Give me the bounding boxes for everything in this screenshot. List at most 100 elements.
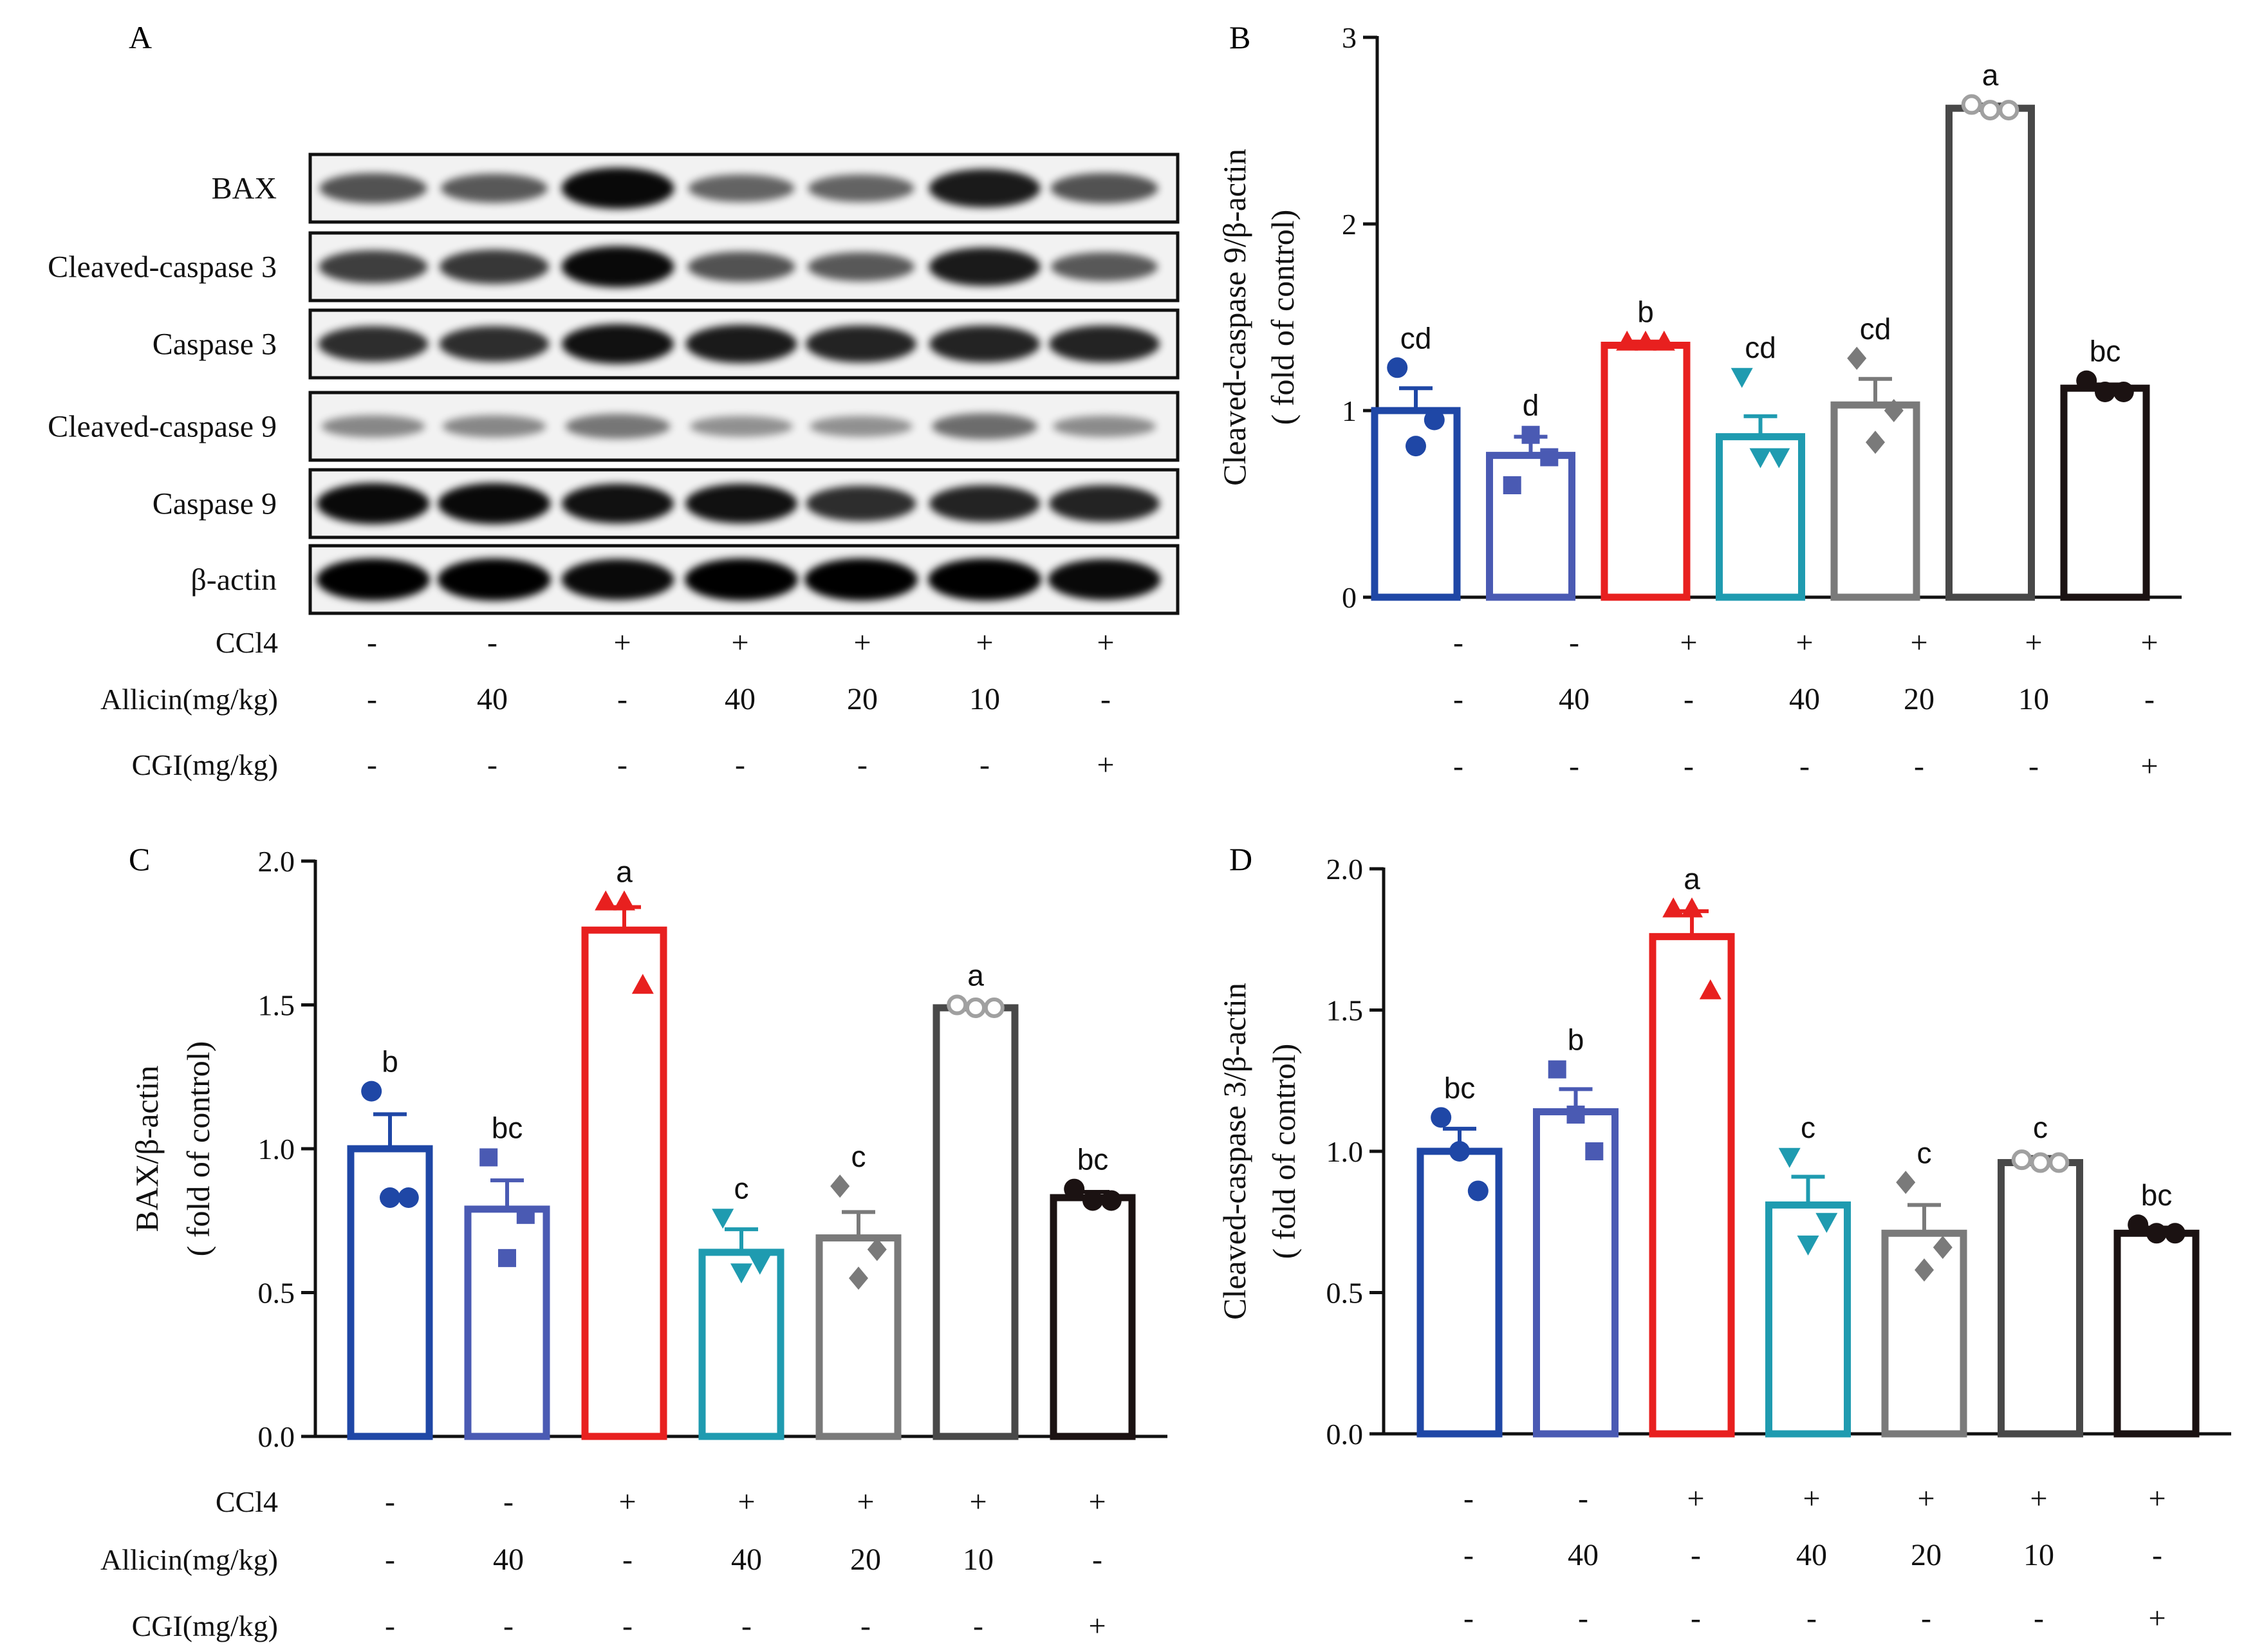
condition-cell: -	[367, 626, 377, 660]
blot-band	[810, 416, 913, 437]
panel-letter-c: C	[129, 841, 150, 877]
data-point	[1662, 897, 1685, 918]
y-axis-label-unit: ( fold of control)	[1265, 210, 1301, 425]
blot-band-label: Caspase 9	[153, 487, 277, 521]
condition-cell: 20	[1904, 682, 1935, 716]
blot-band	[806, 485, 916, 522]
condition-cell: -	[741, 1609, 752, 1643]
condition-cell: +	[976, 626, 993, 660]
condition-cell: -	[367, 682, 377, 716]
condition-cell: -	[979, 748, 990, 782]
data-point	[830, 1174, 850, 1198]
panel-letter-b: B	[1229, 19, 1250, 55]
condition-table-c: CCl4 - - + + + + + Allicin(mg/kg) - 40 - 40 20 10 - CGI(…	[100, 1485, 1106, 1643]
data-point	[1082, 1190, 1103, 1211]
data-point	[631, 974, 654, 994]
data-point	[867, 1238, 887, 1261]
y-tick-label: 3	[1342, 21, 1357, 54]
blot-band	[685, 483, 797, 524]
significance-letter: bc	[2090, 335, 2121, 368]
condition-cell: +	[2140, 626, 2158, 660]
condition-cell: +	[1088, 1485, 1106, 1519]
blot-band	[440, 249, 549, 284]
data-point	[1731, 367, 1753, 388]
y-tick-label: 0.5	[258, 1277, 295, 1310]
condition-cell: -	[2028, 749, 2039, 783]
y-tick-label: 2	[1342, 208, 1357, 241]
blot-band	[1049, 325, 1160, 363]
data-point	[2113, 382, 2134, 402]
blot-band	[1050, 172, 1158, 204]
condition-row-label: Allicin(mg/kg)	[100, 683, 278, 716]
y-tick-label: 0.5	[1326, 1277, 1364, 1310]
data-point	[1467, 1180, 1489, 1202]
condition-cell: -	[860, 1609, 871, 1643]
blot-band	[561, 559, 674, 600]
significance-letter: bc	[1444, 1071, 1476, 1104]
condition-cell: -	[2034, 1601, 2044, 1635]
blot-band	[1049, 485, 1160, 523]
blot-band	[438, 483, 551, 524]
condition-row-label: CCl4	[216, 1485, 278, 1518]
condition-cell: -	[857, 748, 868, 782]
significance-letter: bc	[2141, 1178, 2173, 1212]
data-point	[1749, 448, 1772, 469]
condition-cell: -	[622, 1609, 633, 1643]
data-point	[1866, 431, 1885, 454]
condition-table-a: CCl4 - - + + + + + Allicin(mg/kg) - 40 - 40 20 10 - CGI(…	[100, 626, 1115, 782]
condition-row-label: CCl4	[216, 626, 278, 659]
data-point	[730, 1263, 752, 1284]
data-point	[1064, 1178, 1085, 1200]
data-point	[1681, 897, 1703, 918]
chart-panel-c: 0.0 0.5 1.0 1.5 2.0 BAX/β-actin ( fold of cont…	[129, 845, 1167, 1453]
data-point	[1635, 330, 1657, 351]
condition-cell: +	[1687, 1481, 1704, 1516]
condition-cell: +	[969, 1485, 987, 1519]
data-point	[1768, 448, 1790, 469]
blot-band	[561, 246, 674, 288]
blot-band	[690, 416, 793, 437]
y-tick-label: 1.5	[1326, 994, 1364, 1027]
condition-cell: -	[1799, 749, 1810, 783]
condition-cell: 40	[1796, 1538, 1827, 1572]
condition-cell: -	[385, 1609, 395, 1643]
condition-cell: -	[385, 1485, 395, 1519]
significance-letter: bc	[1077, 1143, 1109, 1176]
data-point	[1503, 476, 1521, 494]
condition-cell: +	[2030, 1481, 2047, 1516]
significance-letter: c	[734, 1171, 749, 1205]
data-point	[2048, 1152, 2070, 1173]
condition-cell: -	[973, 1609, 983, 1643]
data-point	[1424, 409, 1445, 431]
bar	[1050, 1194, 1136, 1440]
condition-cell: -	[1684, 682, 1694, 716]
condition-row-label: CGI(mg/kg)	[132, 748, 278, 781]
data-point	[712, 1209, 734, 1229]
significance-letter: bc	[492, 1111, 523, 1144]
blot-band	[562, 483, 674, 524]
blot-band	[932, 413, 1037, 440]
y-tick-label: 0.0	[258, 1420, 295, 1453]
condition-cell: -	[1691, 1601, 1701, 1635]
data-point	[1548, 1060, 1566, 1079]
data-point	[1699, 979, 1722, 999]
blot-band-label: Caspase 3	[153, 328, 277, 362]
condition-cell: +	[613, 626, 631, 660]
condition-cell: -	[1453, 749, 1463, 783]
blot-band-label: Cleaved-caspase 9	[48, 410, 277, 444]
bar	[933, 1004, 1019, 1440]
western-blot-panel: BAX Cleaved-caspase 3 Caspase 3 Cleaved-cas…	[48, 153, 1180, 615]
condition-cell: 10	[2018, 682, 2049, 716]
condition-cell: -	[1684, 749, 1694, 783]
data-point	[1653, 330, 1675, 351]
significance-letter: cd	[1745, 331, 1776, 364]
condition-cell: 20	[850, 1543, 881, 1577]
condition-cell: 40	[1789, 682, 1820, 716]
data-point	[2146, 1223, 2167, 1244]
data-point	[2011, 1149, 2032, 1171]
y-tick-label: 2.0	[258, 845, 295, 878]
condition-cell: -	[1569, 749, 1579, 783]
blot-band	[929, 247, 1041, 286]
data-point	[1896, 1171, 1916, 1194]
condition-cell: -	[1453, 682, 1463, 716]
